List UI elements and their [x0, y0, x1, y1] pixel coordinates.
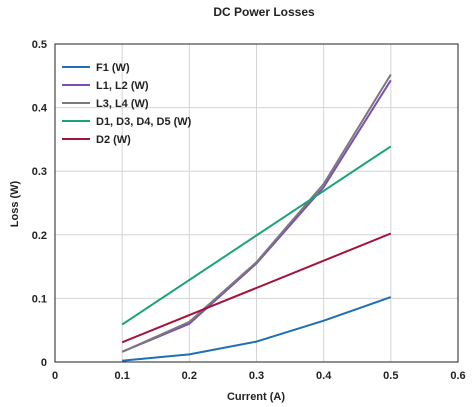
- x-axis-label: Current (A): [227, 391, 285, 403]
- y-tick-label: 0.3: [32, 166, 47, 178]
- y-axis-ticks: 0 0.1 0.2 0.3 0.4 0.5: [32, 39, 48, 369]
- series-lines: [121, 73, 392, 362]
- legend-label-4: D2 (W): [96, 134, 131, 146]
- legend-label-0: F1 (W): [96, 62, 130, 74]
- legend-label-2: L3, L4 (W): [96, 98, 149, 110]
- x-tick-label: 0.3: [249, 370, 264, 382]
- plot-frame: [54, 43, 459, 363]
- legend-label-3: D1, D3, D4, D5 (W): [96, 116, 192, 128]
- chart-title: DC Power Losses: [213, 5, 315, 19]
- grid-lines: [55, 44, 458, 362]
- x-tick-label: 0.6: [450, 370, 465, 382]
- legend-label-1: L1, L2 (W): [96, 80, 149, 92]
- y-tick-label: 0.2: [32, 230, 47, 242]
- y-tick-label: 0.4: [32, 103, 48, 115]
- series-line-2: [121, 73, 392, 353]
- y-tick-label: 0: [41, 357, 47, 369]
- x-axis-ticks: 0 0.1 0.2 0.3 0.4 0.5 0.6: [52, 370, 466, 382]
- x-tick-label: 0.4: [316, 370, 332, 382]
- x-tick-label: 0.5: [383, 370, 398, 382]
- series-line-0: [122, 296, 392, 362]
- y-tick-label: 0.1: [32, 293, 47, 305]
- x-tick-label: 0.2: [182, 370, 197, 382]
- series-line-3: [121, 145, 392, 326]
- x-tick-label: 0.1: [115, 370, 130, 382]
- y-axis-label: Loss (W): [9, 180, 21, 227]
- series-line-4: [121, 232, 392, 344]
- legend: F1 (W) L1, L2 (W) L3, L4 (W) D1, D3, D4, D5…: [62, 62, 192, 146]
- x-tick-label: 0: [52, 370, 58, 382]
- y-tick-label: 0.5: [32, 39, 47, 51]
